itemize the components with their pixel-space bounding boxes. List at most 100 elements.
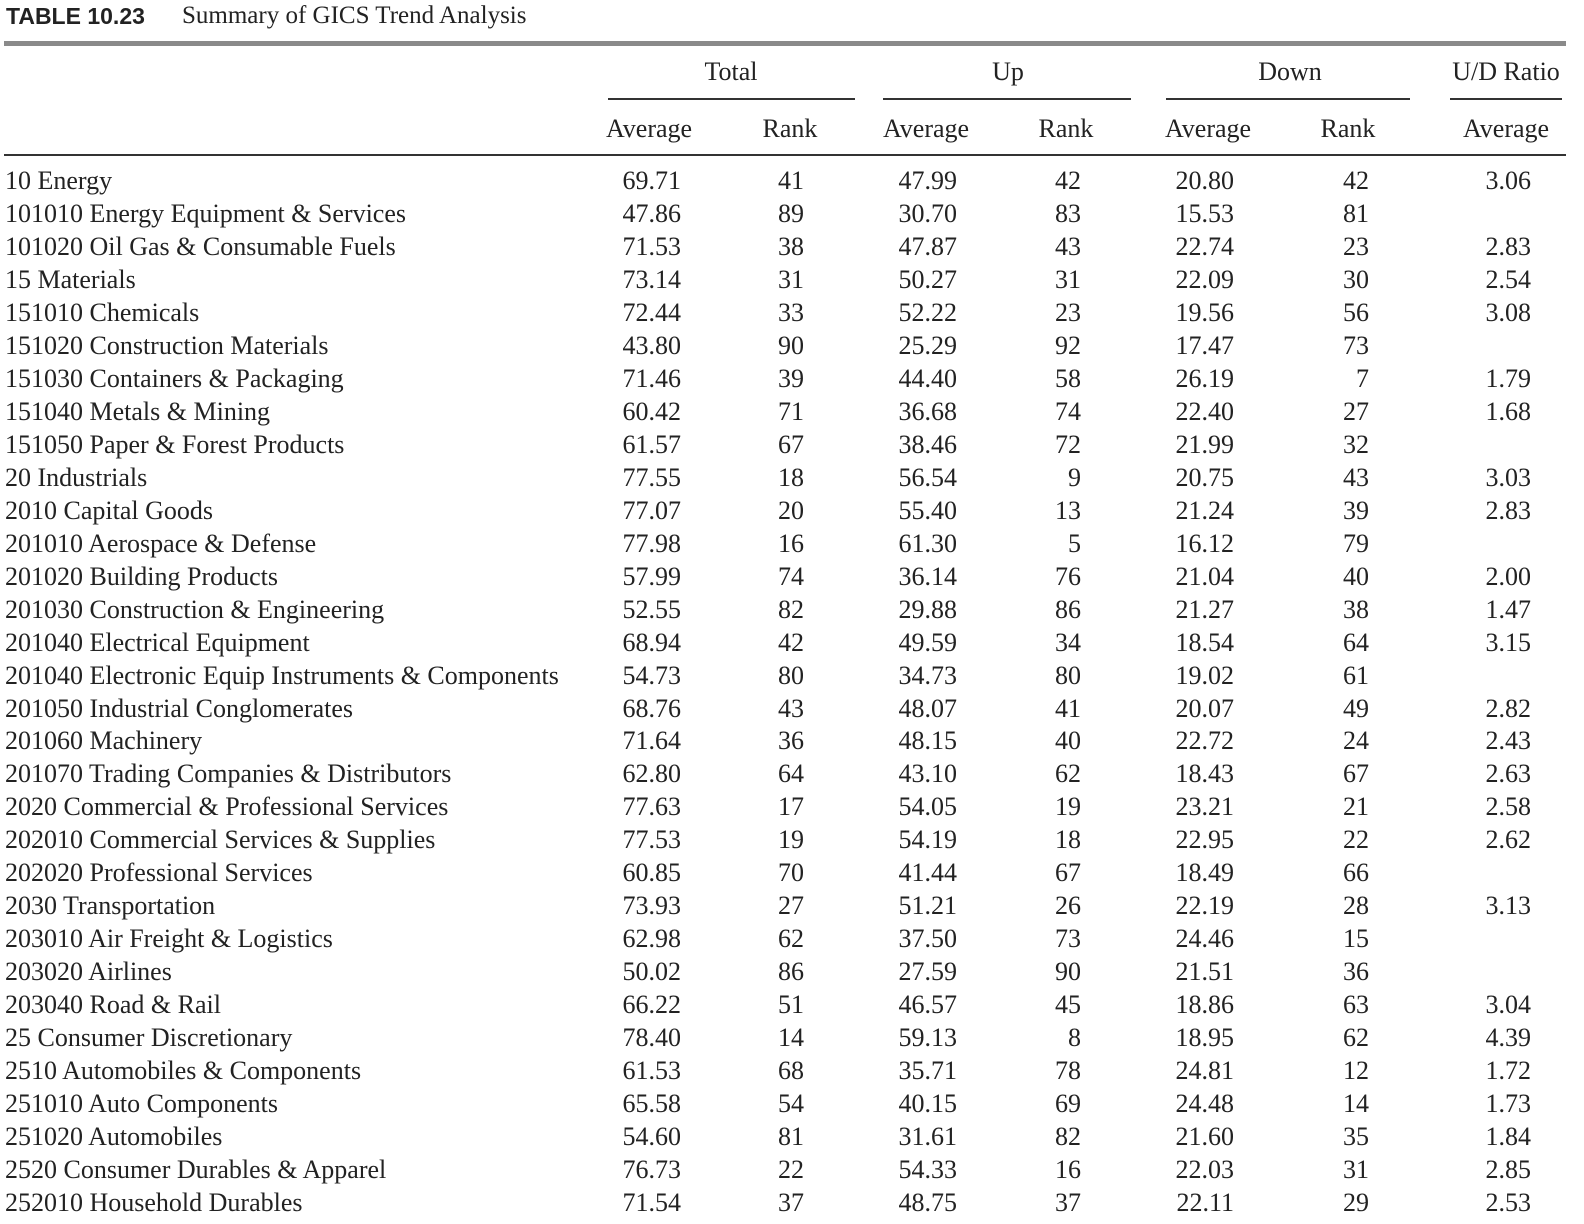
- cell: 18.95: [1175, 1023, 1235, 1053]
- cell: 64: [1343, 627, 1369, 657]
- cell: 42: [1343, 166, 1369, 195]
- cell: 25.29: [898, 330, 958, 360]
- cell: 86: [1055, 594, 1081, 624]
- row-label: 2030 Transportation: [5, 891, 216, 921]
- cell: 31.61: [898, 1122, 958, 1152]
- cell: 73.14: [622, 264, 682, 294]
- group-header: Total: [704, 57, 758, 86]
- cell: 39: [778, 363, 804, 393]
- group-rule: [883, 98, 1131, 100]
- cell: 24: [1343, 726, 1369, 756]
- cell: 90: [778, 330, 804, 360]
- cell: 2.62: [1485, 825, 1532, 855]
- cell: 47.99: [898, 166, 958, 195]
- group-rule: [1450, 98, 1562, 100]
- cell: 43.80: [622, 330, 682, 360]
- group-header: Down: [1258, 57, 1322, 86]
- cell: 24.81: [1175, 1056, 1235, 1086]
- cell: 61.57: [622, 429, 682, 459]
- cell: 68: [778, 1056, 804, 1086]
- cell: 8: [1068, 1023, 1081, 1053]
- group-header: U/D Ratio: [1452, 57, 1560, 86]
- row-label: 202010 Commercial Services & Supplies: [5, 825, 436, 855]
- group-header: Up: [992, 57, 1024, 86]
- column-header: Average: [1462, 114, 1550, 143]
- cell: 48.15: [898, 726, 958, 756]
- cell: 30: [1343, 264, 1369, 294]
- row-label: 201050 Industrial Conglomerates: [5, 693, 354, 723]
- cell: 21.24: [1175, 495, 1235, 525]
- cell: 58: [1055, 363, 1081, 393]
- cell: 19: [778, 825, 804, 855]
- cell: 1.84: [1485, 1122, 1532, 1152]
- cell: 35: [1343, 1122, 1369, 1152]
- cell: 54.19: [898, 825, 958, 855]
- cell: 17: [778, 792, 804, 822]
- top-rule: [4, 41, 1566, 46]
- row-label: 15 Materials: [5, 264, 136, 294]
- cell: 27: [1343, 396, 1369, 426]
- cell: 7: [1356, 363, 1369, 393]
- cell: 22.09: [1175, 264, 1235, 294]
- cell: 36.14: [898, 561, 958, 591]
- cell: 42: [1055, 166, 1081, 195]
- row-label: 151010 Chemicals: [5, 297, 200, 327]
- cell: 77.07: [622, 495, 682, 525]
- cell: 20.80: [1175, 166, 1235, 195]
- cell: 29: [1343, 1188, 1369, 1218]
- cell: 54.60: [622, 1122, 682, 1152]
- cell: 72.44: [622, 297, 682, 327]
- cell: 31: [1343, 1155, 1369, 1185]
- row-label: 203010 Air Freight & Logistics: [5, 924, 333, 954]
- row-label: 151020 Construction Materials: [5, 330, 329, 360]
- row-label: 10 Energy: [5, 166, 113, 195]
- cell: 67: [778, 429, 804, 459]
- cell: 78: [1055, 1056, 1081, 1086]
- cell: 64: [778, 759, 804, 789]
- cell: 34: [1055, 627, 1081, 657]
- cell: 5: [1068, 528, 1081, 558]
- cell: 21.60: [1175, 1122, 1235, 1152]
- cell: 1.73: [1485, 1089, 1532, 1119]
- cell: 51: [778, 990, 804, 1020]
- row-label: 201070 Trading Companies & Distributors: [5, 759, 452, 789]
- cell: 36: [778, 726, 804, 756]
- cell: 3.03: [1485, 462, 1532, 492]
- cell: 22.11: [1176, 1188, 1234, 1218]
- cell: 38: [1343, 594, 1369, 624]
- cell: 71.64: [622, 726, 682, 756]
- cell: 3.06: [1485, 166, 1532, 195]
- row-label: 201020 Building Products: [5, 561, 279, 591]
- cell: 60.85: [622, 858, 682, 888]
- group-rule: [608, 98, 855, 100]
- row-label: 201040 Electrical Equipment: [5, 627, 310, 657]
- column-header: Rank: [1320, 114, 1376, 143]
- cell: 37: [778, 1188, 804, 1218]
- cell: 23: [1343, 231, 1369, 261]
- row-label: 201030 Construction & Engineering: [5, 594, 385, 624]
- cell: 18.49: [1175, 858, 1235, 888]
- cell: 52.55: [622, 594, 682, 624]
- cell: 22: [778, 1155, 804, 1185]
- row-label: 202020 Professional Services: [5, 858, 313, 888]
- cell: 47.86: [622, 198, 682, 228]
- cell: 57.99: [622, 561, 682, 591]
- cell: 65.58: [622, 1089, 682, 1119]
- cell: 33: [778, 297, 804, 327]
- cell: 36: [1343, 957, 1369, 987]
- cell: 43: [1343, 462, 1369, 492]
- cell: 62: [1055, 759, 1081, 789]
- cell: 61.53: [622, 1056, 682, 1086]
- cell: 1.79: [1485, 363, 1532, 393]
- cell: 36.68: [898, 396, 958, 426]
- cell: 24.46: [1175, 924, 1235, 954]
- row-label: 151040 Metals & Mining: [5, 396, 271, 426]
- cell: 71.53: [622, 231, 682, 261]
- cell: 15.53: [1175, 198, 1235, 228]
- cell: 22: [1343, 825, 1369, 855]
- cell: 2.82: [1485, 693, 1532, 723]
- cell: 80: [778, 660, 804, 690]
- cell: 3.08: [1485, 297, 1532, 327]
- cell: 43.10: [898, 759, 958, 789]
